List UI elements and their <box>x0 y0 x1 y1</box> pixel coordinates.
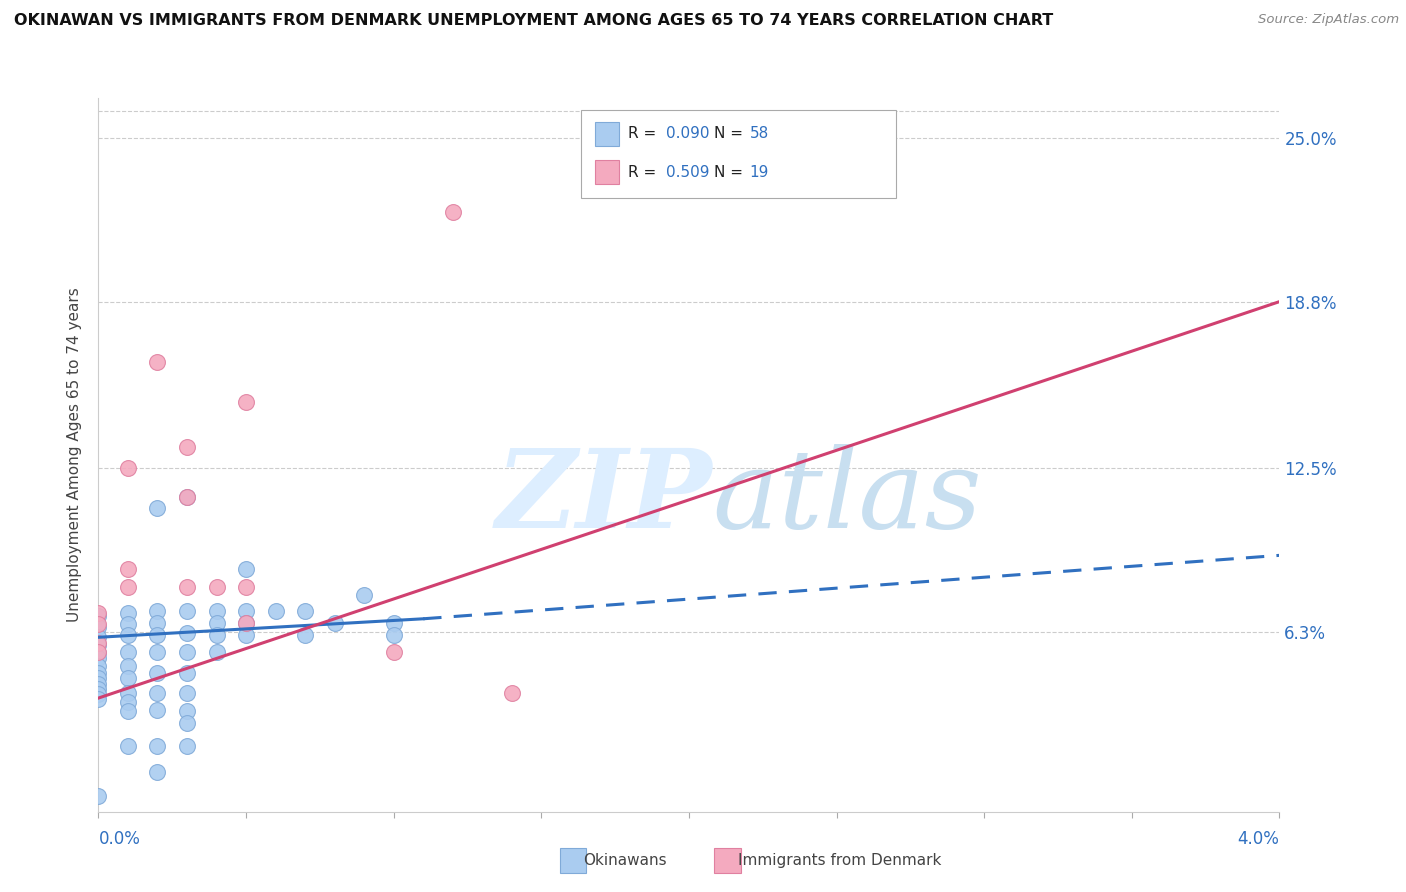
Point <box>117 461 139 475</box>
Point <box>146 355 169 369</box>
Text: 0.509: 0.509 <box>666 165 710 179</box>
Point <box>87 630 110 644</box>
Text: 58: 58 <box>749 127 769 141</box>
Point <box>176 580 198 594</box>
Point <box>648 144 671 158</box>
Point <box>176 704 198 718</box>
Text: 19: 19 <box>749 165 769 179</box>
Point <box>205 580 228 594</box>
Point <box>294 604 316 618</box>
Text: ■: ■ <box>717 851 738 871</box>
Text: Source: ZipAtlas.com: Source: ZipAtlas.com <box>1258 13 1399 27</box>
Point <box>117 561 139 575</box>
Point <box>235 395 257 409</box>
Point <box>205 627 228 641</box>
Point <box>146 703 169 717</box>
Point <box>87 651 110 665</box>
Point <box>205 615 228 630</box>
Point <box>235 615 257 630</box>
Point <box>382 615 405 630</box>
Point <box>176 604 198 618</box>
Point <box>146 627 169 641</box>
Point <box>176 686 198 700</box>
Text: atlas: atlas <box>713 444 983 551</box>
Text: 4.0%: 4.0% <box>1237 830 1279 847</box>
Point <box>117 686 139 700</box>
Text: ■: ■ <box>562 851 583 871</box>
Point <box>87 617 110 632</box>
Point <box>176 440 198 454</box>
Text: R =: R = <box>628 165 662 179</box>
Point <box>146 615 169 630</box>
Point <box>87 635 110 649</box>
Point <box>176 665 198 680</box>
Point <box>117 627 139 641</box>
Point <box>146 739 169 753</box>
Point <box>235 615 257 630</box>
Point <box>146 665 169 680</box>
Point <box>117 607 139 621</box>
Point <box>176 626 198 640</box>
Point <box>146 765 169 780</box>
Point <box>235 561 257 575</box>
Point <box>87 645 110 659</box>
Point <box>87 692 110 706</box>
Point <box>382 627 405 641</box>
Point <box>205 645 228 659</box>
Text: 0.090: 0.090 <box>666 127 710 141</box>
Point <box>117 645 139 659</box>
Point <box>87 676 110 690</box>
Point <box>176 645 198 659</box>
Text: ZIP: ZIP <box>496 444 713 551</box>
Text: 0.0%: 0.0% <box>98 830 141 847</box>
Point <box>117 580 139 594</box>
Point <box>235 627 257 641</box>
Text: N =: N = <box>714 165 748 179</box>
Point <box>87 665 110 680</box>
Text: Immigrants from Denmark: Immigrants from Denmark <box>738 854 942 868</box>
Point <box>441 204 464 219</box>
Point <box>146 500 169 515</box>
Point <box>146 686 169 700</box>
Point <box>146 645 169 659</box>
Point <box>117 659 139 673</box>
Point <box>117 739 139 753</box>
Text: N =: N = <box>714 127 748 141</box>
Point <box>87 638 110 652</box>
Point <box>146 604 169 618</box>
Point <box>176 490 198 504</box>
Point <box>176 739 198 753</box>
Point <box>87 789 110 803</box>
Point <box>205 604 228 618</box>
Text: ■: ■ <box>598 162 616 182</box>
Point <box>117 617 139 632</box>
Point <box>87 671 110 685</box>
Point <box>235 604 257 618</box>
Point <box>87 607 110 621</box>
Point <box>235 580 257 594</box>
Point <box>176 490 198 504</box>
Point <box>87 620 110 634</box>
Point <box>87 681 110 696</box>
Point <box>323 615 346 630</box>
Point <box>353 588 375 602</box>
Point <box>117 695 139 709</box>
Y-axis label: Unemployment Among Ages 65 to 74 years: Unemployment Among Ages 65 to 74 years <box>67 287 83 623</box>
Point <box>294 627 316 641</box>
Text: R =: R = <box>628 127 662 141</box>
Point <box>117 671 139 685</box>
Point <box>176 716 198 731</box>
Point <box>501 686 523 700</box>
Point <box>117 704 139 718</box>
Text: Okinawans: Okinawans <box>583 854 666 868</box>
Text: OKINAWAN VS IMMIGRANTS FROM DENMARK UNEMPLOYMENT AMONG AGES 65 TO 74 YEARS CORRE: OKINAWAN VS IMMIGRANTS FROM DENMARK UNEM… <box>14 13 1053 29</box>
Point <box>87 609 110 624</box>
Point <box>87 687 110 701</box>
Point <box>87 659 110 673</box>
Point <box>382 644 405 658</box>
Text: ■: ■ <box>598 124 616 144</box>
Point <box>264 604 287 618</box>
Point <box>87 646 110 660</box>
